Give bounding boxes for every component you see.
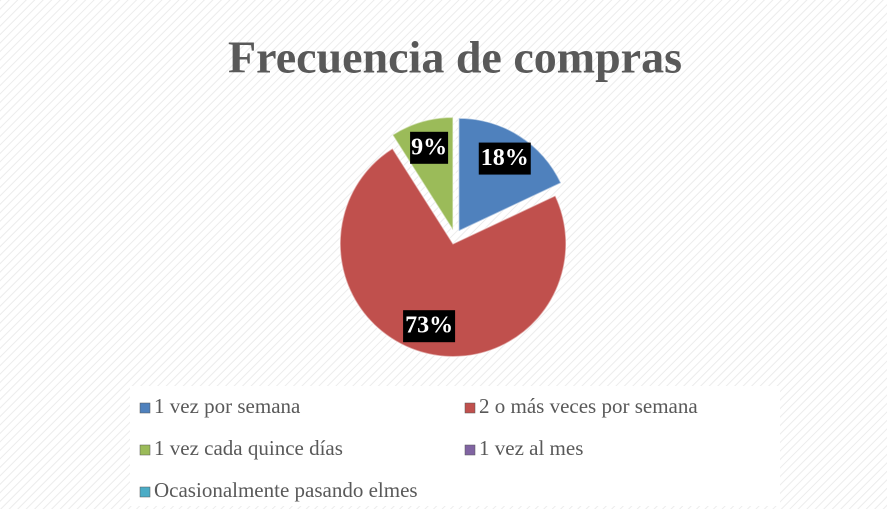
data-label: 73% (405, 313, 453, 339)
pie-slice (339, 147, 567, 358)
legend-marker (139, 486, 151, 498)
legend-marker (464, 444, 476, 456)
legend-label: Ocasionalmente pasando elmes (154, 478, 418, 502)
legend-label: 1 vez cada quince días (154, 436, 343, 460)
data-label-box (410, 131, 449, 164)
legend-box (130, 386, 780, 506)
data-label: 18% (481, 145, 529, 171)
legend-label: 1 vez al mes (479, 436, 583, 460)
legend-label: 1 vez por semana (154, 394, 301, 418)
legend-label: 2 o más veces por semana (479, 394, 698, 418)
data-label-box (403, 310, 456, 343)
data-label-box (478, 142, 531, 175)
chart-title: Frecuencia de compras (228, 32, 682, 83)
legend-marker (139, 444, 151, 456)
data-label: 9% (411, 134, 447, 160)
legend-marker (464, 402, 476, 414)
legend-marker (139, 402, 151, 414)
